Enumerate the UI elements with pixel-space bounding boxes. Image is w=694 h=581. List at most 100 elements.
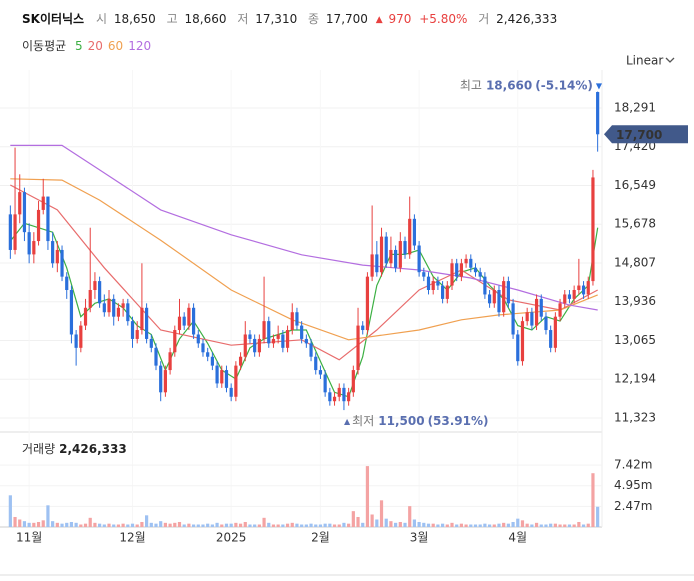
ma-legend: 이동평균 5 20 60 120	[22, 39, 151, 53]
last-price-tag	[604, 125, 688, 144]
candle-body	[502, 281, 506, 313]
volume-bar	[229, 523, 233, 527]
candle-body	[102, 303, 106, 313]
volume-bar	[445, 524, 449, 527]
volume-bar	[553, 523, 557, 527]
candle-body	[544, 316, 548, 331]
volume-bar	[149, 522, 153, 527]
volume-bar	[191, 524, 196, 527]
candle-body	[224, 370, 229, 388]
candle-body	[8, 214, 12, 250]
volume-bar	[135, 524, 139, 527]
legend-entry: 5	[75, 39, 83, 53]
dropdown-chevron[interactable]	[665, 57, 675, 63]
volume-bar	[596, 506, 600, 527]
x-tick-label: 11월	[16, 531, 42, 545]
candle-body	[60, 249, 64, 277]
candle-body	[412, 218, 417, 246]
volume-bar	[361, 522, 365, 527]
volume-bar	[79, 524, 83, 527]
volume-bar	[506, 523, 510, 527]
candle-body	[328, 392, 332, 402]
candle-body	[492, 289, 496, 304]
candle-body	[27, 232, 31, 255]
candle-body	[168, 352, 172, 371]
ma-line	[10, 184, 598, 361]
volume-bar	[107, 523, 111, 527]
volume-bar	[563, 524, 567, 527]
close-value: 17,700	[326, 12, 368, 26]
volume-bar	[112, 524, 116, 527]
volume-bar	[88, 517, 92, 527]
volume-bar	[140, 521, 144, 527]
candle-body	[248, 334, 252, 339]
volume-bar	[32, 522, 36, 527]
volume-bar	[530, 524, 534, 527]
volume-bar	[126, 524, 130, 527]
volume-bar	[323, 523, 327, 527]
volume-bar	[276, 524, 280, 527]
candle-body	[520, 321, 525, 362]
volume-bar	[492, 524, 496, 527]
volume-bar	[328, 523, 332, 527]
volume-bar	[469, 524, 473, 527]
volume-bar	[51, 521, 55, 527]
candle-body	[253, 338, 257, 353]
volume-bar	[248, 524, 252, 527]
volume-bar	[253, 524, 257, 527]
candle-body	[534, 298, 539, 326]
candle-body	[229, 387, 233, 397]
candle-body	[295, 312, 299, 326]
volume-bar	[581, 524, 586, 527]
volume-bar	[36, 521, 41, 527]
candle-body	[135, 330, 139, 339]
volume-bar	[450, 522, 454, 527]
volume-bar	[436, 524, 440, 527]
volume-bar	[13, 516, 17, 527]
last-price-label: 17,700	[616, 128, 662, 142]
volume-bar	[403, 522, 407, 527]
candle-body	[445, 285, 449, 299]
volume-bar	[332, 524, 337, 527]
high-label: 고	[167, 12, 178, 26]
volume-bar	[431, 523, 435, 527]
change-mark: ▲	[376, 15, 383, 25]
scale-label[interactable]: Linear	[626, 54, 663, 68]
candle-body	[478, 272, 482, 277]
volume-bar	[567, 524, 572, 527]
volume-bar	[271, 524, 276, 527]
candle-body	[234, 365, 238, 397]
volume-bar	[210, 524, 214, 527]
volume-bar	[220, 524, 224, 527]
volume-bar	[262, 517, 266, 527]
max-label: 최고	[460, 78, 482, 92]
candle-body	[394, 249, 398, 268]
candle-body	[450, 263, 454, 286]
low-value: 17,310	[255, 12, 297, 26]
volume-bar	[365, 466, 370, 527]
candle-body	[79, 325, 83, 348]
volume-bar	[511, 521, 515, 527]
scale-selector[interactable]: Linear	[626, 54, 675, 68]
candle-body	[365, 276, 370, 331]
volume-bar	[177, 521, 182, 527]
volume-bar	[116, 524, 121, 527]
y-tick-label: 11,323	[614, 410, 656, 424]
candle-body	[285, 330, 290, 348]
volume-bar	[187, 523, 191, 527]
max-annotation: 최고 18,660 (-5.14%) ▼	[460, 78, 603, 92]
candle-body	[323, 374, 327, 393]
volume-bar	[102, 524, 106, 527]
candle-body	[130, 321, 135, 339]
volume-bar	[201, 524, 205, 527]
candle-body	[55, 249, 59, 264]
candle-body	[116, 307, 121, 317]
candle-body	[558, 303, 562, 317]
candle-body	[436, 281, 440, 286]
volume-bar	[224, 523, 229, 527]
candle-body	[41, 196, 45, 210]
candle-body	[107, 298, 111, 313]
candle-body	[389, 249, 393, 264]
candle-body	[586, 281, 590, 295]
